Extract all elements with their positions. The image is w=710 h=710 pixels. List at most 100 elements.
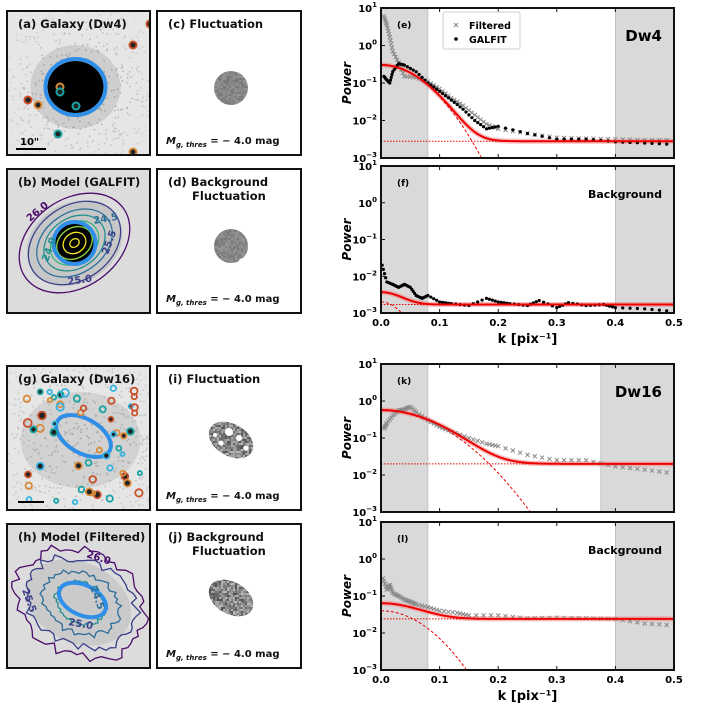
data-point-filtered bbox=[495, 126, 501, 132]
data-point-filtered bbox=[649, 468, 655, 473]
data-point-galfit bbox=[414, 70, 418, 74]
data-point-filtered bbox=[382, 581, 388, 587]
y-tick-label: 101 bbox=[358, 159, 377, 173]
x-tick-label: 0.5 bbox=[665, 675, 683, 686]
data-point-galfit bbox=[533, 133, 537, 137]
data-point-filtered bbox=[569, 457, 574, 463]
y-axis-label: Power bbox=[340, 416, 354, 459]
data-point-galfit bbox=[438, 89, 442, 93]
data-point-galfit bbox=[440, 91, 445, 96]
panel-label: (i) Fluctuation bbox=[168, 372, 261, 386]
data-point-filtered bbox=[495, 612, 501, 618]
shaded-region bbox=[381, 166, 429, 313]
data-point-galfit bbox=[537, 298, 541, 303]
panel-label: (g) Galaxy (Dw16) bbox=[18, 372, 136, 386]
contour-label: 25.0 bbox=[67, 617, 93, 632]
y-tick-label: 10−2 bbox=[352, 114, 377, 128]
data-point-filtered bbox=[387, 34, 393, 40]
data-point-filtered bbox=[394, 57, 400, 63]
data-point-galfit bbox=[635, 306, 639, 311]
panel-image: 10" bbox=[8, 12, 149, 154]
data-point-filtered bbox=[539, 455, 545, 460]
data-point-galfit bbox=[388, 78, 393, 82]
data-point-filtered bbox=[620, 464, 626, 470]
data-point-galfit bbox=[429, 295, 433, 299]
data-point-galfit bbox=[402, 63, 407, 67]
x-tick-label: 0.0 bbox=[372, 675, 390, 686]
x-axis-label: k [pix⁻¹] bbox=[498, 689, 558, 704]
panel-label: (j) Background Fluctuation bbox=[168, 530, 266, 558]
panel-image bbox=[8, 367, 149, 509]
data-point-filtered bbox=[381, 578, 387, 584]
data-point-galfit bbox=[449, 98, 453, 102]
data-point-galfit bbox=[493, 299, 497, 303]
data-point-filtered bbox=[495, 443, 501, 449]
data-point-galfit bbox=[405, 65, 409, 69]
contour-label: 25.0 bbox=[67, 274, 93, 288]
data-point-galfit bbox=[499, 300, 503, 304]
data-point-galfit bbox=[484, 127, 489, 131]
x-tick-label: 0.2 bbox=[489, 318, 507, 329]
data-point-galfit bbox=[476, 300, 480, 304]
data-point-filtered bbox=[664, 622, 670, 628]
data-point-galfit bbox=[569, 137, 574, 141]
data-point-filtered bbox=[576, 457, 582, 463]
data-point-galfit bbox=[613, 306, 618, 310]
data-point-filtered bbox=[532, 453, 538, 459]
data-point-galfit bbox=[461, 107, 465, 111]
threshold-label: Mg, thres = − 4.0 mag bbox=[166, 136, 280, 149]
data-point-galfit bbox=[558, 304, 562, 309]
data-point-galfit bbox=[432, 297, 436, 301]
data-point-galfit bbox=[657, 142, 661, 146]
data-point-filtered bbox=[635, 466, 640, 472]
data-point-galfit bbox=[476, 120, 480, 125]
data-point-galfit bbox=[408, 66, 412, 71]
y-tick-label: 10−1 bbox=[352, 431, 377, 445]
data-point-galfit bbox=[650, 141, 654, 146]
data-point-filtered bbox=[613, 464, 618, 469]
y-tick-label: 10−1 bbox=[352, 233, 377, 247]
y-tick-label: 10−2 bbox=[352, 269, 377, 283]
fluctuation-map bbox=[214, 229, 248, 263]
data-point-filtered bbox=[473, 612, 479, 618]
data-point-filtered bbox=[487, 122, 492, 128]
legend: Filtered GALFIT bbox=[442, 11, 521, 50]
y-tick-label: 101 bbox=[358, 515, 377, 529]
data-point-filtered bbox=[389, 45, 395, 51]
x-tick-label: 0.3 bbox=[548, 675, 566, 686]
x-tick-label: 0.3 bbox=[548, 318, 566, 329]
panel-image: 26.025.525.024.524.0 bbox=[8, 170, 149, 312]
total-fit-line bbox=[381, 291, 674, 306]
data-point-filtered bbox=[470, 437, 476, 442]
chart-k: 10−3 10−2 10−1 100 101 Power (k) Dw16 bbox=[340, 357, 675, 519]
data-point-galfit bbox=[452, 100, 456, 104]
galaxy-aperture-ellipse bbox=[54, 412, 113, 460]
data-point-galfit bbox=[411, 68, 415, 72]
data-point-galfit bbox=[542, 300, 546, 304]
data-point-galfit bbox=[562, 137, 566, 141]
data-point-galfit bbox=[496, 300, 500, 304]
data-point-filtered bbox=[434, 84, 440, 90]
data-point-filtered bbox=[400, 70, 406, 76]
data-point-galfit bbox=[665, 142, 669, 146]
y-tick-label: 10−3 bbox=[352, 505, 377, 519]
chart-panel-label: (e) bbox=[397, 21, 411, 31]
data-point-filtered bbox=[635, 620, 640, 625]
data-point-galfit bbox=[464, 110, 468, 114]
data-point-galfit bbox=[643, 141, 647, 145]
chart-l: 0.0 0.1 0.2 0.3 0.4 0.5 10−3 10−2 10−1 100 101 Powe… bbox=[340, 515, 683, 704]
data-point-filtered bbox=[475, 438, 481, 444]
panel-image: 26.025.525.024.5 bbox=[8, 525, 149, 667]
data-point-galfit bbox=[490, 125, 494, 130]
data-point-galfit bbox=[547, 136, 552, 140]
data-point-galfit bbox=[657, 308, 661, 312]
data-point-galfit bbox=[481, 125, 486, 129]
shaded-region bbox=[615, 8, 674, 158]
y-tick-label: 10−1 bbox=[352, 589, 377, 603]
data-point-filtered bbox=[664, 470, 670, 475]
data-point-galfit bbox=[435, 87, 439, 91]
panel-a: 10" (a) Galaxy (Dw4) bbox=[6, 10, 151, 156]
data-point-galfit bbox=[480, 298, 484, 302]
data-point-galfit bbox=[534, 300, 538, 304]
